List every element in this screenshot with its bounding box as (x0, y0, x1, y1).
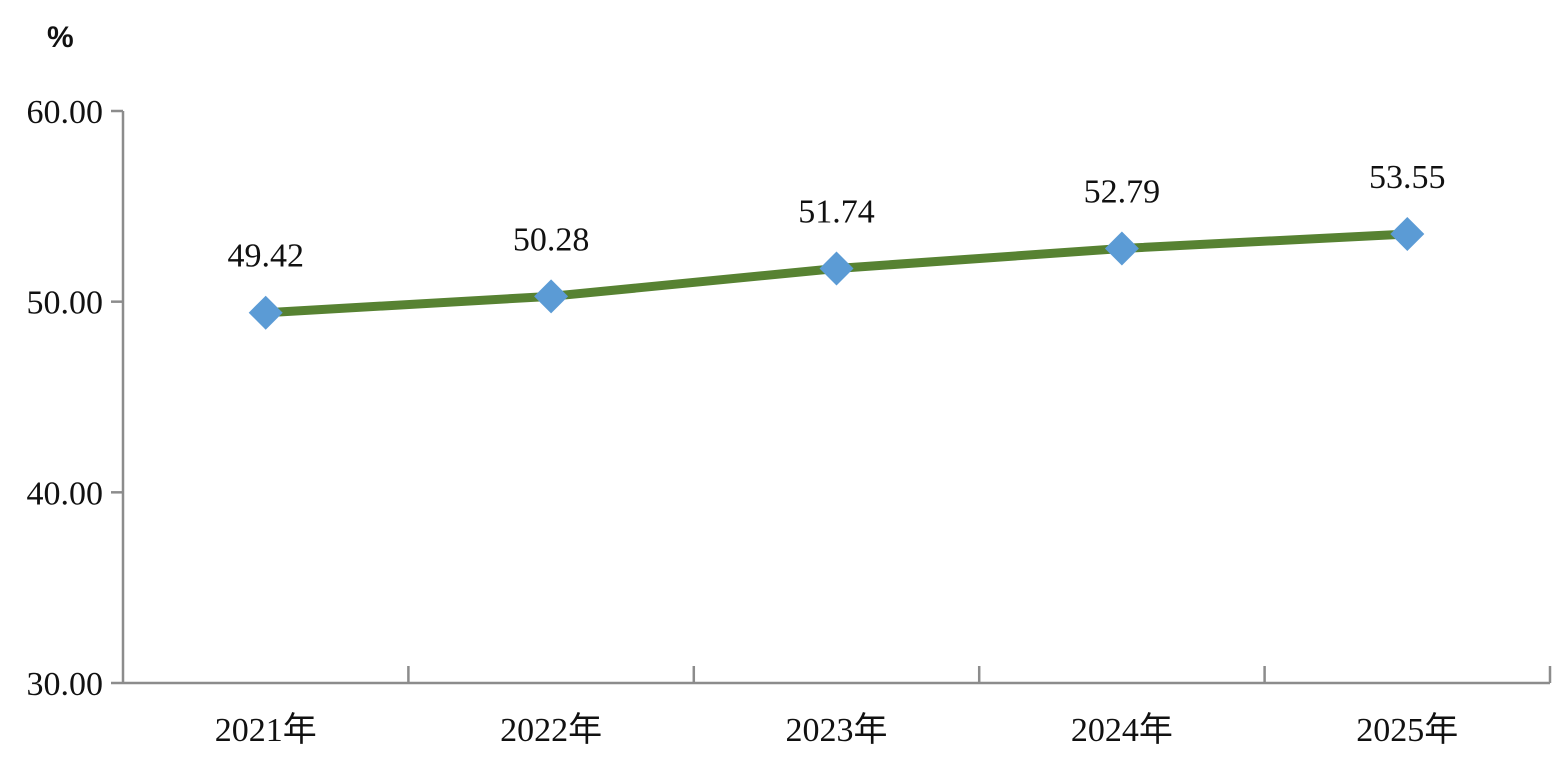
data-point-marker (819, 251, 854, 286)
y-axis-ticks: 30.00 40.00 50.00 60.00 (27, 94, 123, 703)
x-tick-label: 2022年 (500, 711, 602, 749)
axes (121, 111, 1550, 685)
data-label: 51.74 (798, 193, 875, 230)
data-label: 53.55 (1369, 159, 1446, 196)
data-point-marker (248, 295, 283, 330)
data-label: 52.79 (1084, 173, 1161, 210)
data-label: 50.28 (513, 221, 590, 258)
x-axis-ticks: 2021年 2022年 2023年 2024年 2025年 (215, 666, 1552, 749)
data-point-marker (534, 279, 569, 314)
y-tick-label: 50.00 (27, 285, 104, 322)
x-tick-label: 2023年 (786, 711, 888, 749)
x-tick-label: 2025年 (1356, 711, 1458, 749)
y-tick-label: 30.00 (27, 666, 104, 703)
y-tick-label: 60.00 (27, 94, 104, 131)
y-tick-label: 40.00 (27, 475, 104, 512)
data-point-marker (1104, 231, 1139, 266)
y-axis-unit-label: % (47, 21, 74, 54)
series-group: 49.42 50.28 51.74 52.79 53.55 (227, 159, 1446, 330)
x-tick-label: 2021年 (215, 711, 317, 749)
data-point-marker (1390, 216, 1425, 251)
data-label: 49.42 (227, 238, 304, 275)
x-tick-label: 2024年 (1071, 711, 1173, 749)
